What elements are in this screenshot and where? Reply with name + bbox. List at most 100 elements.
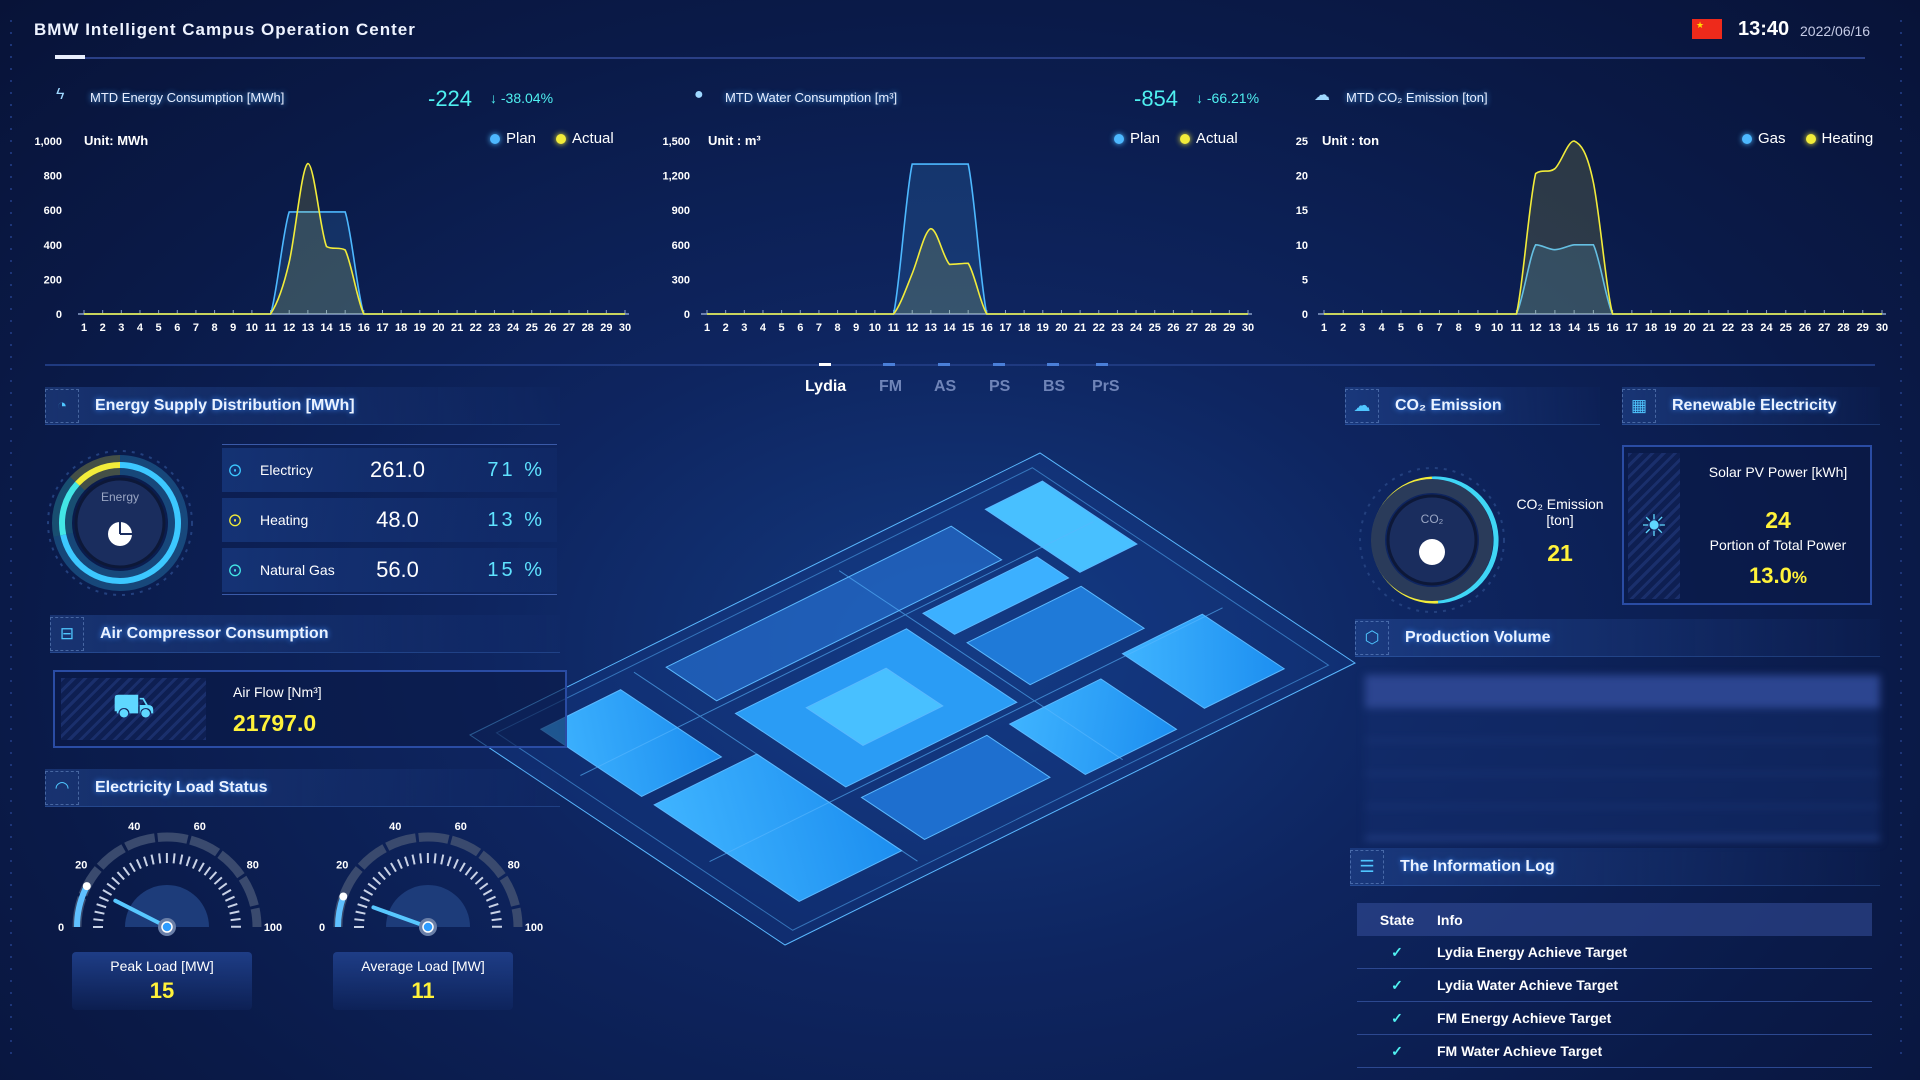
gauge-tick <box>363 889 374 896</box>
x-tick-label: 26 <box>1799 322 1811 334</box>
co2-cloud-icon: ☁ <box>1314 87 1330 104</box>
series-line-actual <box>84 162 625 315</box>
solar-panel-icon: ▦ <box>1622 388 1656 423</box>
building-block[interactable] <box>923 557 1069 634</box>
gauge-tick <box>106 882 116 891</box>
gauge-tick <box>129 862 136 873</box>
gauge-progress <box>74 884 90 928</box>
tab-prs[interactable]: PrS <box>1092 378 1120 395</box>
x-tick-label: 28 <box>582 322 594 334</box>
y-tick-label: 1,500 <box>662 136 690 148</box>
x-tick-label: 11 <box>265 322 277 334</box>
x-tick-label: 26 <box>544 322 556 334</box>
x-tick-label: 25 <box>1780 322 1792 334</box>
log-row[interactable]: ✓ FM Water Achieve Target <box>1357 1035 1872 1068</box>
log-row[interactable]: ✓ FM Energy Achieve Target <box>1357 1002 1872 1035</box>
tab-lydia[interactable]: Lydia <box>805 378 847 395</box>
legend-label: Plan <box>1130 130 1161 147</box>
log-info: FM Energy Achieve Target <box>1437 1010 1612 1026</box>
building-block[interactable] <box>541 690 722 797</box>
x-tick-label: 12 <box>906 322 918 334</box>
y-tick-label: 15 <box>1296 205 1308 217</box>
x-tick-label: 23 <box>1741 322 1753 334</box>
gauge-tick <box>203 866 212 876</box>
kpi-water-pct: -66.21% <box>1206 90 1260 106</box>
gauge-tick <box>482 888 493 896</box>
production-volume-header: ⬡ Production Volume <box>1355 619 1880 657</box>
x-tick-label: 13 <box>1549 322 1561 334</box>
check-icon: ✓ <box>1391 1042 1403 1059</box>
tab-as[interactable]: AS <box>934 378 957 395</box>
x-tick-label: 2 <box>1340 322 1346 334</box>
lightning-icon: ϟ <box>56 86 65 103</box>
china-flag-icon[interactable]: ★ <box>1692 19 1722 39</box>
energy-center-label: Energy <box>101 490 139 504</box>
y-tick-label: 1,200 <box>662 171 690 183</box>
mtd-charts: 1 2 3 4 5 6 7 8 9 10 11 12 13 14 15 16 17 18 19 20 21 22 23 24 2… <box>34 136 1888 334</box>
building-block[interactable] <box>1010 679 1177 775</box>
x-tick-label: 5 <box>779 322 785 334</box>
right-edge-decoration <box>1900 20 1902 1060</box>
x-tick-label: 9 <box>853 322 859 334</box>
x-tick-label: 7 <box>816 322 822 334</box>
gauge-tick <box>446 856 452 867</box>
y-tick-label: 1,000 <box>34 136 62 148</box>
air-flow-card: ⛟ Air Flow [Nm³] 21797.0 <box>53 670 567 748</box>
average-load-label: Average Load [MW] <box>361 958 485 974</box>
x-tick-label: 21 <box>1703 322 1715 334</box>
x-tick-label: 27 <box>563 322 575 334</box>
gauge-scale-label: 20 <box>75 860 87 872</box>
legend-label: Actual <box>1196 130 1238 147</box>
x-tick-label: 24 <box>507 322 520 334</box>
title-divider <box>55 57 1865 59</box>
x-tick-label: 20 <box>1055 322 1067 334</box>
x-tick-label: 4 <box>137 322 144 334</box>
chart-co2-legend: Gas Heating <box>1742 130 1873 147</box>
air-flow-value: 21797.0 <box>233 710 317 736</box>
chart-energy-legend: Plan Actual <box>490 130 614 147</box>
x-tick-label: 24 <box>1130 322 1143 334</box>
column-info: Info <box>1437 911 1463 928</box>
legend-marker <box>1180 133 1191 144</box>
x-tick-label: 10 <box>869 322 881 334</box>
x-tick-label: 9 <box>1475 322 1481 334</box>
divider <box>222 594 557 595</box>
building-block[interactable] <box>862 735 1050 839</box>
energy-donut: Energy <box>47 450 193 596</box>
co2-center-label: CO₂ <box>1421 512 1444 526</box>
x-tick-label: 8 <box>212 322 218 334</box>
gauge-scale-label: 40 <box>389 821 401 833</box>
log-info: FM Water Achieve Target <box>1437 1043 1603 1059</box>
x-tick-label: 19 <box>414 322 426 334</box>
peak-load-card: Peak Load [MW] 15 <box>72 952 252 1010</box>
y-tick-label: 25 <box>1296 136 1308 148</box>
x-tick-label: 27 <box>1818 322 1830 334</box>
tab-bs[interactable]: BS <box>1043 378 1066 395</box>
log-row[interactable]: ✓ Lydia Water Achieve Target <box>1357 969 1872 1002</box>
donut-segment-fill <box>52 476 86 537</box>
x-tick-label: 2 <box>100 322 106 334</box>
gauge-tick <box>198 862 205 873</box>
donut-segment-fill <box>70 455 121 491</box>
chart-co2-unit: Unit : ton <box>1322 133 1380 148</box>
gauge-tick <box>485 895 496 902</box>
chart-energy-unit: Unit: MWh <box>84 133 149 148</box>
x-tick-label: 20 <box>1683 322 1695 334</box>
x-tick-label: 30 <box>1876 322 1888 334</box>
down-arrow-icon: ↓ <box>1196 90 1203 106</box>
gauge-scale-label: 80 <box>508 860 520 872</box>
x-tick-label: 28 <box>1205 322 1217 334</box>
gauge-tick <box>372 876 382 885</box>
tab-ps[interactable]: PS <box>989 378 1011 395</box>
gauge-tick <box>377 871 386 881</box>
tab-fm[interactable]: FM <box>879 378 903 395</box>
building-block[interactable] <box>985 481 1137 572</box>
kpi-water-delta: -854 <box>1134 86 1179 111</box>
co2-donut: CO₂ <box>1359 467 1505 613</box>
x-tick-label: 8 <box>1456 322 1462 334</box>
log-row[interactable]: ✓ Lydia Energy Achieve Target <box>1357 936 1872 969</box>
column-state: State <box>1379 911 1415 928</box>
x-tick-label: 19 <box>1664 322 1676 334</box>
check-icon: ✓ <box>1391 1009 1403 1026</box>
